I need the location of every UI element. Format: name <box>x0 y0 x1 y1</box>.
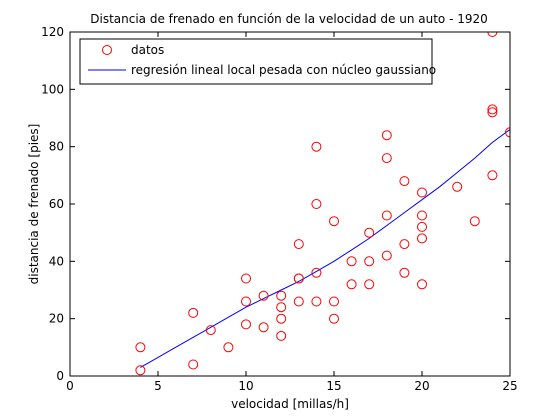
data-point <box>487 107 498 118</box>
legend-label-regression: regresión lineal local pesada con núcleo… <box>131 63 436 77</box>
legend: datos regresión lineal local pesada con … <box>79 38 436 85</box>
data-point <box>135 365 146 376</box>
data-point <box>329 296 339 307</box>
data-point <box>364 279 375 290</box>
regression-line <box>140 129 510 368</box>
data-point <box>276 290 287 301</box>
data-point <box>223 342 234 353</box>
x-tick-label: 5 <box>154 379 162 393</box>
data-point <box>399 176 410 187</box>
data-point <box>399 267 410 278</box>
data-point <box>205 325 216 336</box>
y-tick-label: 20 <box>49 312 64 326</box>
data-point <box>417 210 427 221</box>
data-point <box>346 279 357 290</box>
x-tick-label: 15 <box>326 379 341 393</box>
data-point <box>241 273 251 284</box>
data-point <box>329 313 339 324</box>
plot-area <box>135 32 510 376</box>
y-tick-label: 80 <box>49 140 64 154</box>
data-point <box>241 296 251 307</box>
data-point <box>346 256 357 267</box>
data-point <box>276 313 287 324</box>
data-point <box>417 233 427 244</box>
data-point <box>417 279 427 290</box>
data-point <box>311 296 322 307</box>
data-point <box>505 127 510 138</box>
chart-title: Distancia de frenado en función de la ve… <box>90 12 488 26</box>
y-tick-label: 100 <box>41 82 64 96</box>
data-point <box>381 130 392 141</box>
data-point <box>469 216 480 227</box>
data-point <box>364 256 375 267</box>
data-point <box>364 227 375 238</box>
data-point <box>487 170 498 181</box>
data-point <box>293 239 304 250</box>
data-point <box>188 359 199 370</box>
data-point <box>311 267 322 278</box>
y-axis-label: distancia de frenado [pies] <box>27 124 41 285</box>
data-point <box>258 290 269 301</box>
x-tick-label: 10 <box>238 379 253 393</box>
data-point <box>452 181 463 192</box>
data-point <box>293 273 304 284</box>
y-tick-label: 40 <box>49 254 64 268</box>
y-tick-label: 60 <box>49 197 64 211</box>
data-point <box>311 199 322 209</box>
data-point <box>487 104 498 115</box>
data-point <box>276 302 287 313</box>
data-point <box>329 216 339 227</box>
data-point <box>188 307 199 318</box>
data-point <box>381 153 392 164</box>
x-axis-label: velocidad [millas/h] <box>231 397 349 411</box>
data-point <box>135 342 146 353</box>
data-point <box>399 239 410 250</box>
data-point <box>417 221 427 232</box>
legend-label-datos: datos <box>131 43 164 57</box>
data-point <box>276 330 287 341</box>
data-point <box>293 296 304 307</box>
x-tick-label: 20 <box>414 379 429 393</box>
x-tick-label: 25 <box>502 379 517 393</box>
data-point <box>241 319 251 330</box>
y-tick-label: 0 <box>56 369 64 383</box>
data-point <box>417 187 427 198</box>
x-tick-label: 0 <box>66 379 74 393</box>
y-tick-label: 120 <box>41 25 64 39</box>
data-point <box>311 141 322 152</box>
legend-marker-datos <box>102 45 112 55</box>
data-point <box>258 322 269 333</box>
data-point <box>381 210 392 221</box>
data-point <box>487 32 498 37</box>
legend-box <box>79 38 433 85</box>
data-point <box>381 250 392 261</box>
